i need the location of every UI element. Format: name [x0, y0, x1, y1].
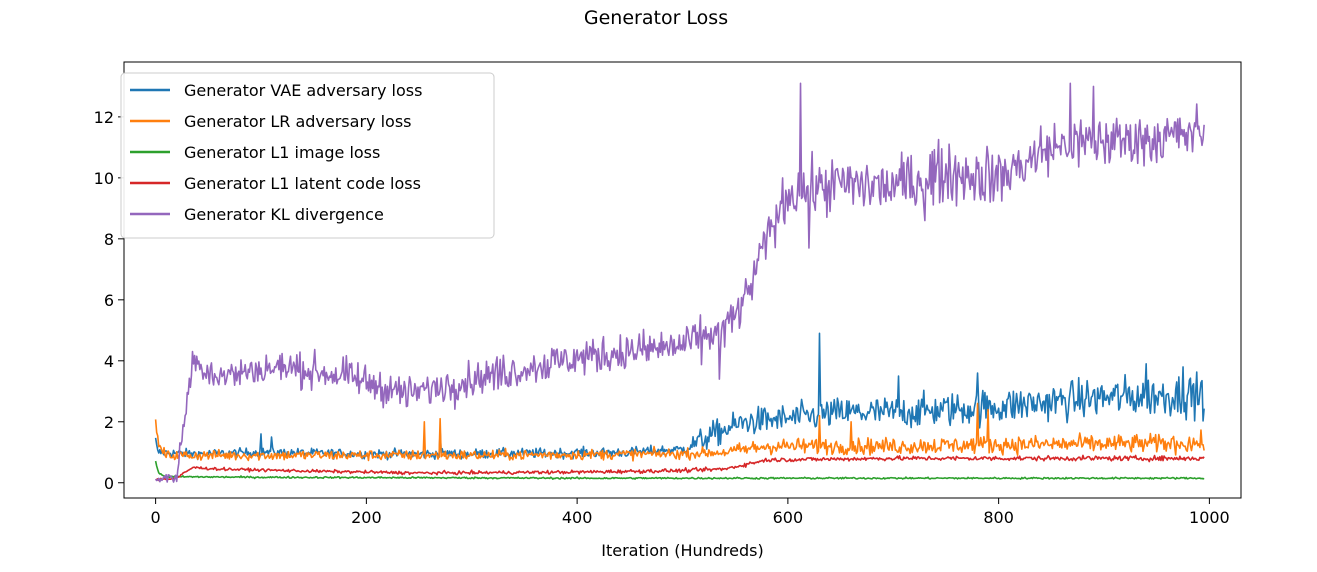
series-line-3	[155, 454, 1205, 482]
y-tick-label: 12	[94, 108, 114, 127]
chart-title: Generator Loss	[584, 7, 728, 29]
legend-label: Generator L1 image loss	[184, 143, 380, 162]
x-tick-label: 0	[151, 508, 161, 527]
legend-label: Generator VAE adversary loss	[184, 81, 422, 100]
legend-label: Generator L1 latent code loss	[184, 174, 421, 193]
x-axis-label: Iteration (Hundreds)	[601, 541, 763, 560]
y-tick-label: 4	[104, 352, 114, 371]
x-tick-label: 400	[562, 508, 593, 527]
y-tick-label: 2	[104, 413, 114, 432]
legend-box	[120, 72, 495, 239]
legend-label: Generator KL divergence	[184, 205, 384, 224]
y-axis: 0 2 4 6 8 10 12	[94, 108, 124, 493]
y-tick-label: 0	[104, 474, 114, 493]
series-line-2	[154, 460, 1205, 480]
axes-frame	[123, 61, 1242, 499]
y-tick-label: 10	[94, 169, 114, 188]
y-tick-label: 8	[104, 230, 114, 249]
y-tick-label: 6	[104, 291, 114, 310]
x-tick-label: 800	[983, 508, 1014, 527]
x-tick-label: 1000	[1189, 508, 1230, 527]
legend-label: Generator LR adversary loss	[184, 112, 411, 131]
x-tick-label: 600	[773, 508, 804, 527]
x-tick-label: 200	[351, 508, 382, 527]
x-axis: 0 200 400 600 800 1000	[151, 498, 1230, 527]
plot-lines	[154, 82, 1205, 483]
series-line-1	[154, 402, 1205, 462]
legend: Generator VAE adversary loss Generator LR…	[120, 72, 495, 239]
series-line-4	[154, 82, 1205, 483]
